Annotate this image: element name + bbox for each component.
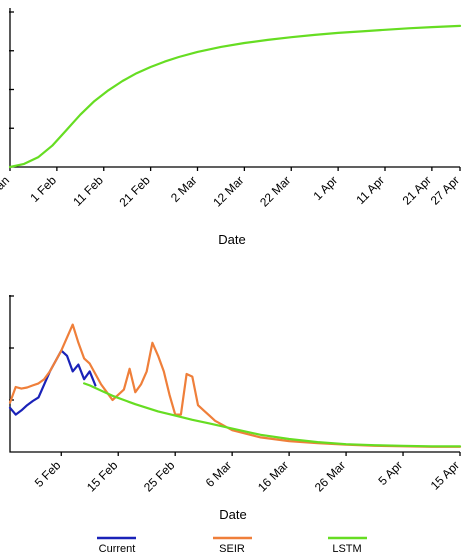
chart-1-x-tick-label-5: 12 Mar: [210, 173, 246, 209]
legend-label-seir: SEIR: [219, 543, 245, 555]
chart-1-x-tick-label-3: 21 Feb: [116, 173, 153, 210]
chart-2-x-tick-label-1: 15 Feb: [84, 458, 121, 495]
chart-1-series-line-0: [8, 24, 462, 169]
chart-2-x-axis-label: Date: [219, 507, 246, 522]
chart-2-axes: [9, 295, 460, 453]
chart-1-axes: [9, 8, 460, 168]
chart-1-x-tick-label-10: 27 Apr: [428, 173, 462, 207]
legend-label-current: Current: [99, 543, 136, 555]
chart-1-x-tick-label-7: 1 Apr: [311, 173, 341, 203]
chart-2: 5 Feb 15 Feb 25 Feb 6 Mar 16 Mar 26 Mar 5 Apr 1…: [8, 295, 462, 555]
chart-1-x-tick-label-1: 1 Feb: [27, 173, 59, 205]
chart-1-x-tick-label-2: 11 Feb: [70, 173, 106, 209]
legend: Current SEIR LSTM: [97, 536, 367, 555]
legend-item-current: Current: [97, 536, 136, 555]
chart-2-x-tick-label-5: 26 Mar: [312, 458, 348, 494]
chart-1-x-tick-label-6: 22 Mar: [257, 173, 293, 209]
chart-2-series-line-lstm: [82, 382, 462, 448]
chart-2-series: [8, 323, 462, 448]
legend-label-lstm: LSTM: [332, 543, 361, 555]
chart-2-x-tick-label-3: 6 Mar: [203, 458, 235, 490]
chart-2-x-tick-label-4: 16 Mar: [255, 458, 291, 494]
chart-1-y-ticks: [9, 11, 14, 129]
chart-2-series-line-current: [8, 349, 97, 416]
chart-2-x-tick-label-2: 25 Feb: [141, 458, 178, 495]
chart-1: Jan 1 Feb 11 Feb 21 Feb 2 Mar 12 Mar 22 Mar 1 A…: [0, 8, 462, 247]
chart-1-x-tick-label-4: 2 Mar: [168, 173, 200, 205]
chart-1-x-axis-label: Date: [218, 232, 245, 247]
chart-1-series: [8, 24, 462, 169]
chart-2-series-line-seir: [8, 323, 462, 448]
chart-1-x-tick-label-8: 11 Apr: [353, 173, 387, 207]
legend-item-seir: SEIR: [213, 536, 252, 555]
chart-2-x-tick-label-0: 5 Feb: [32, 458, 64, 490]
chart-2-x-tick-label-7: 15 Apr: [428, 458, 462, 492]
chart-2-x-tick-label-6: 5 Apr: [375, 458, 405, 488]
legend-item-lstm: LSTM: [328, 536, 367, 555]
chart-1-x-ticks: Jan 1 Feb 11 Feb 21 Feb 2 Mar 12 Mar 22 Mar 1 A…: [0, 167, 462, 210]
chart-1-x-tick-label-9: 21 Apr: [400, 173, 434, 207]
chart-1-x-tick-label-0: Jan: [0, 173, 12, 197]
chart-2-x-ticks: 5 Feb 15 Feb 25 Feb 6 Mar 16 Mar 26 Mar 5 Apr 1…: [32, 452, 462, 495]
